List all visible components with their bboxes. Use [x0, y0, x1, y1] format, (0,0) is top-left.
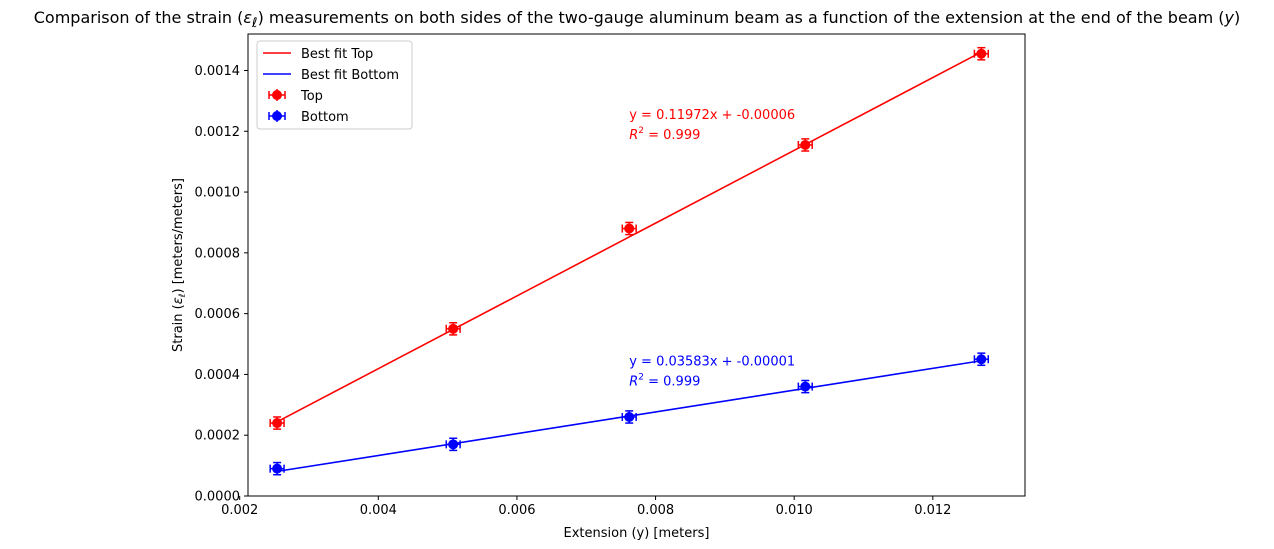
x-tick-label: 0.004 [360, 503, 397, 518]
fit-equation-top: y = 0.11972x + -0.00006 [629, 108, 795, 123]
point-marker [624, 223, 635, 234]
point-marker [800, 381, 811, 392]
plot-marks [269, 46, 990, 476]
x-tick-label: 0.002 [221, 503, 258, 518]
chart-title: Comparison of the strain (εℓ) measuremen… [0, 8, 1274, 31]
legend-marker [272, 111, 282, 121]
data-point-bottom [269, 461, 285, 476]
title-text-suffix: ) [1233, 8, 1241, 27]
fit-annotations: y = 0.11972x + -0.00006 R2 = 0.999 y = 0.0… [629, 108, 795, 389]
x-tick-label: 0.008 [637, 503, 674, 518]
y-tick-label: 0.0010 [195, 186, 241, 201]
y-tick-label: 0.0014 [195, 64, 241, 79]
x-tick-label: 0.012 [914, 503, 951, 518]
legend-entry: Best fit Bottom [263, 68, 399, 83]
data-point-top [797, 138, 813, 152]
x-axis-label: Extension (y) [meters] [564, 526, 710, 541]
y-tick-label: 0.0012 [195, 125, 241, 140]
data-point-top [269, 416, 285, 430]
y-tick-label: 0.0004 [195, 368, 241, 383]
point-marker [272, 463, 283, 474]
y-tick-label: 0.0008 [195, 246, 241, 261]
y-axis-label: Strain (εℓ) [meters/meters] [171, 178, 188, 352]
legend-label: Top [300, 89, 323, 104]
point-marker [272, 418, 283, 429]
y-label-prefix: Strain ( [171, 304, 186, 352]
legend-label: Best fit Bottom [301, 68, 399, 83]
plot-frame [247, 33, 1026, 497]
data-point-top [621, 221, 637, 236]
y-axis: 0.0000 0.0002 0.0004 0.0006 0.0008 0.0010 0.00… [195, 64, 248, 505]
y-tick-label: 0.0006 [195, 307, 241, 322]
x-tick-label: 0.010 [776, 503, 813, 518]
legend-entry: Top [268, 89, 323, 104]
legend-label: Best fit Top [301, 47, 373, 62]
legend-box [256, 40, 413, 130]
x-tick-label: 0.006 [498, 503, 535, 518]
y-label-strain-subscript: ℓ [178, 294, 188, 299]
data-point-top [445, 322, 461, 336]
y-label-suffix: ) [meters/meters] [171, 178, 186, 293]
r-squared-bottom: R2 = 0.999 [629, 372, 700, 389]
y-tick-label: 0.0000 [195, 490, 241, 505]
title-text-middle: ) measurements on both sides of the two-… [257, 8, 1225, 27]
point-marker [976, 48, 987, 59]
legend-label: Bottom [301, 110, 349, 125]
legend-entry: Bottom [268, 110, 349, 125]
fit-line-top [276, 51, 982, 423]
point-marker [800, 139, 811, 150]
point-marker [448, 439, 459, 450]
title-extension-variable: y [1224, 8, 1234, 27]
title-strain-symbol: ε [243, 8, 253, 27]
y-label-strain-symbol: ε [171, 297, 186, 304]
fit-equation-bottom: y = 0.03583x + -0.00001 [629, 354, 795, 369]
data-point-bottom [973, 352, 990, 367]
point-marker [448, 323, 459, 334]
r-squared-top: R2 = 0.999 [629, 126, 700, 143]
title-text-prefix: Comparison of the strain ( [33, 8, 244, 27]
data-point-bottom [445, 437, 461, 452]
y-tick-label: 0.0002 [195, 429, 241, 444]
legend: Best fit Top Best fit Bottom Top Bottom [256, 40, 413, 130]
data-point-top [973, 46, 990, 61]
title-strain-subscript: ℓ [252, 16, 258, 32]
point-marker [976, 354, 987, 365]
point-marker [624, 411, 635, 422]
legend-marker [272, 90, 282, 100]
legend-entry: Best fit Top [263, 47, 373, 62]
data-point-bottom [797, 379, 813, 394]
x-axis: 0.002 0.004 0.006 0.008 0.010 0.012 [221, 496, 951, 518]
data-point-bottom [621, 410, 637, 424]
